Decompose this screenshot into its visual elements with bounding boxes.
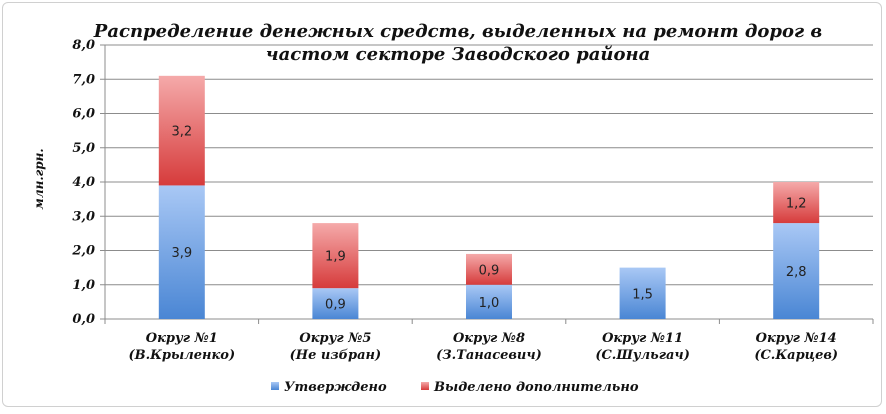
x-category-label: Округ №8	[453, 331, 525, 346]
data-label: 3,2	[171, 125, 192, 140]
x-category-label: Округ №5	[299, 331, 371, 346]
y-tick-label: 1,0	[72, 278, 95, 293]
bar-segment	[312, 223, 359, 289]
chart: Распределение денежных средств, выделенн…	[2, 2, 882, 407]
bar-segment	[466, 284, 512, 319]
x-category-label: (В.Крыленко)	[128, 348, 235, 363]
chart-svg: Распределение денежных средств, выделенн…	[32, 21, 874, 395]
x-category-label: (З.Танасевич)	[436, 348, 542, 363]
bar-segment	[158, 185, 205, 319]
legend-swatch	[421, 382, 429, 390]
data-label: 1,2	[786, 197, 807, 212]
data-label: 0,9	[325, 298, 346, 313]
y-tick-label: 8,0	[72, 38, 95, 53]
chart-title-line-2: частом секторе Заводского района	[266, 44, 651, 65]
data-label: 2,8	[786, 265, 807, 280]
data-label: 1,5	[632, 287, 653, 302]
y-tick-label: 2,0	[71, 244, 95, 259]
y-axis-label: млн.грн.	[32, 148, 46, 209]
data-label: 3,9	[171, 246, 192, 261]
data-label: 1,9	[325, 250, 346, 265]
x-category-label: (Не избран)	[290, 348, 382, 363]
bar-segment	[466, 253, 512, 285]
x-category-label: Округ №14	[756, 331, 837, 346]
y-tick-label: 3,0	[72, 209, 95, 224]
legend-entry: Утверждено	[284, 380, 387, 395]
data-label: 1,0	[479, 296, 500, 311]
bar-segment	[773, 223, 820, 319]
y-tick-label: 4,0	[72, 175, 95, 190]
bar-segment	[773, 182, 820, 224]
legend-entry: Выделено дополнительно	[433, 380, 639, 395]
y-tick-label: 6,0	[72, 107, 95, 122]
y-tick-label: 5,0	[72, 141, 95, 156]
y-tick-label: 0,0	[72, 312, 95, 327]
x-category-label: (С.Карцев)	[754, 348, 838, 363]
x-category-label: Округ №1	[146, 331, 218, 346]
legend-swatch	[271, 382, 279, 390]
x-category-label: Округ №11	[602, 331, 683, 346]
data-label: 0,9	[479, 263, 500, 278]
bar-segment	[619, 267, 666, 319]
y-tick-label: 7,0	[72, 72, 95, 87]
x-category-label: (С.Шульгач)	[595, 348, 690, 363]
bar-segment	[312, 288, 359, 319]
chart-title-line-1: Распределение денежных средств, выделенн…	[93, 21, 822, 42]
bar-segment	[158, 75, 205, 186]
